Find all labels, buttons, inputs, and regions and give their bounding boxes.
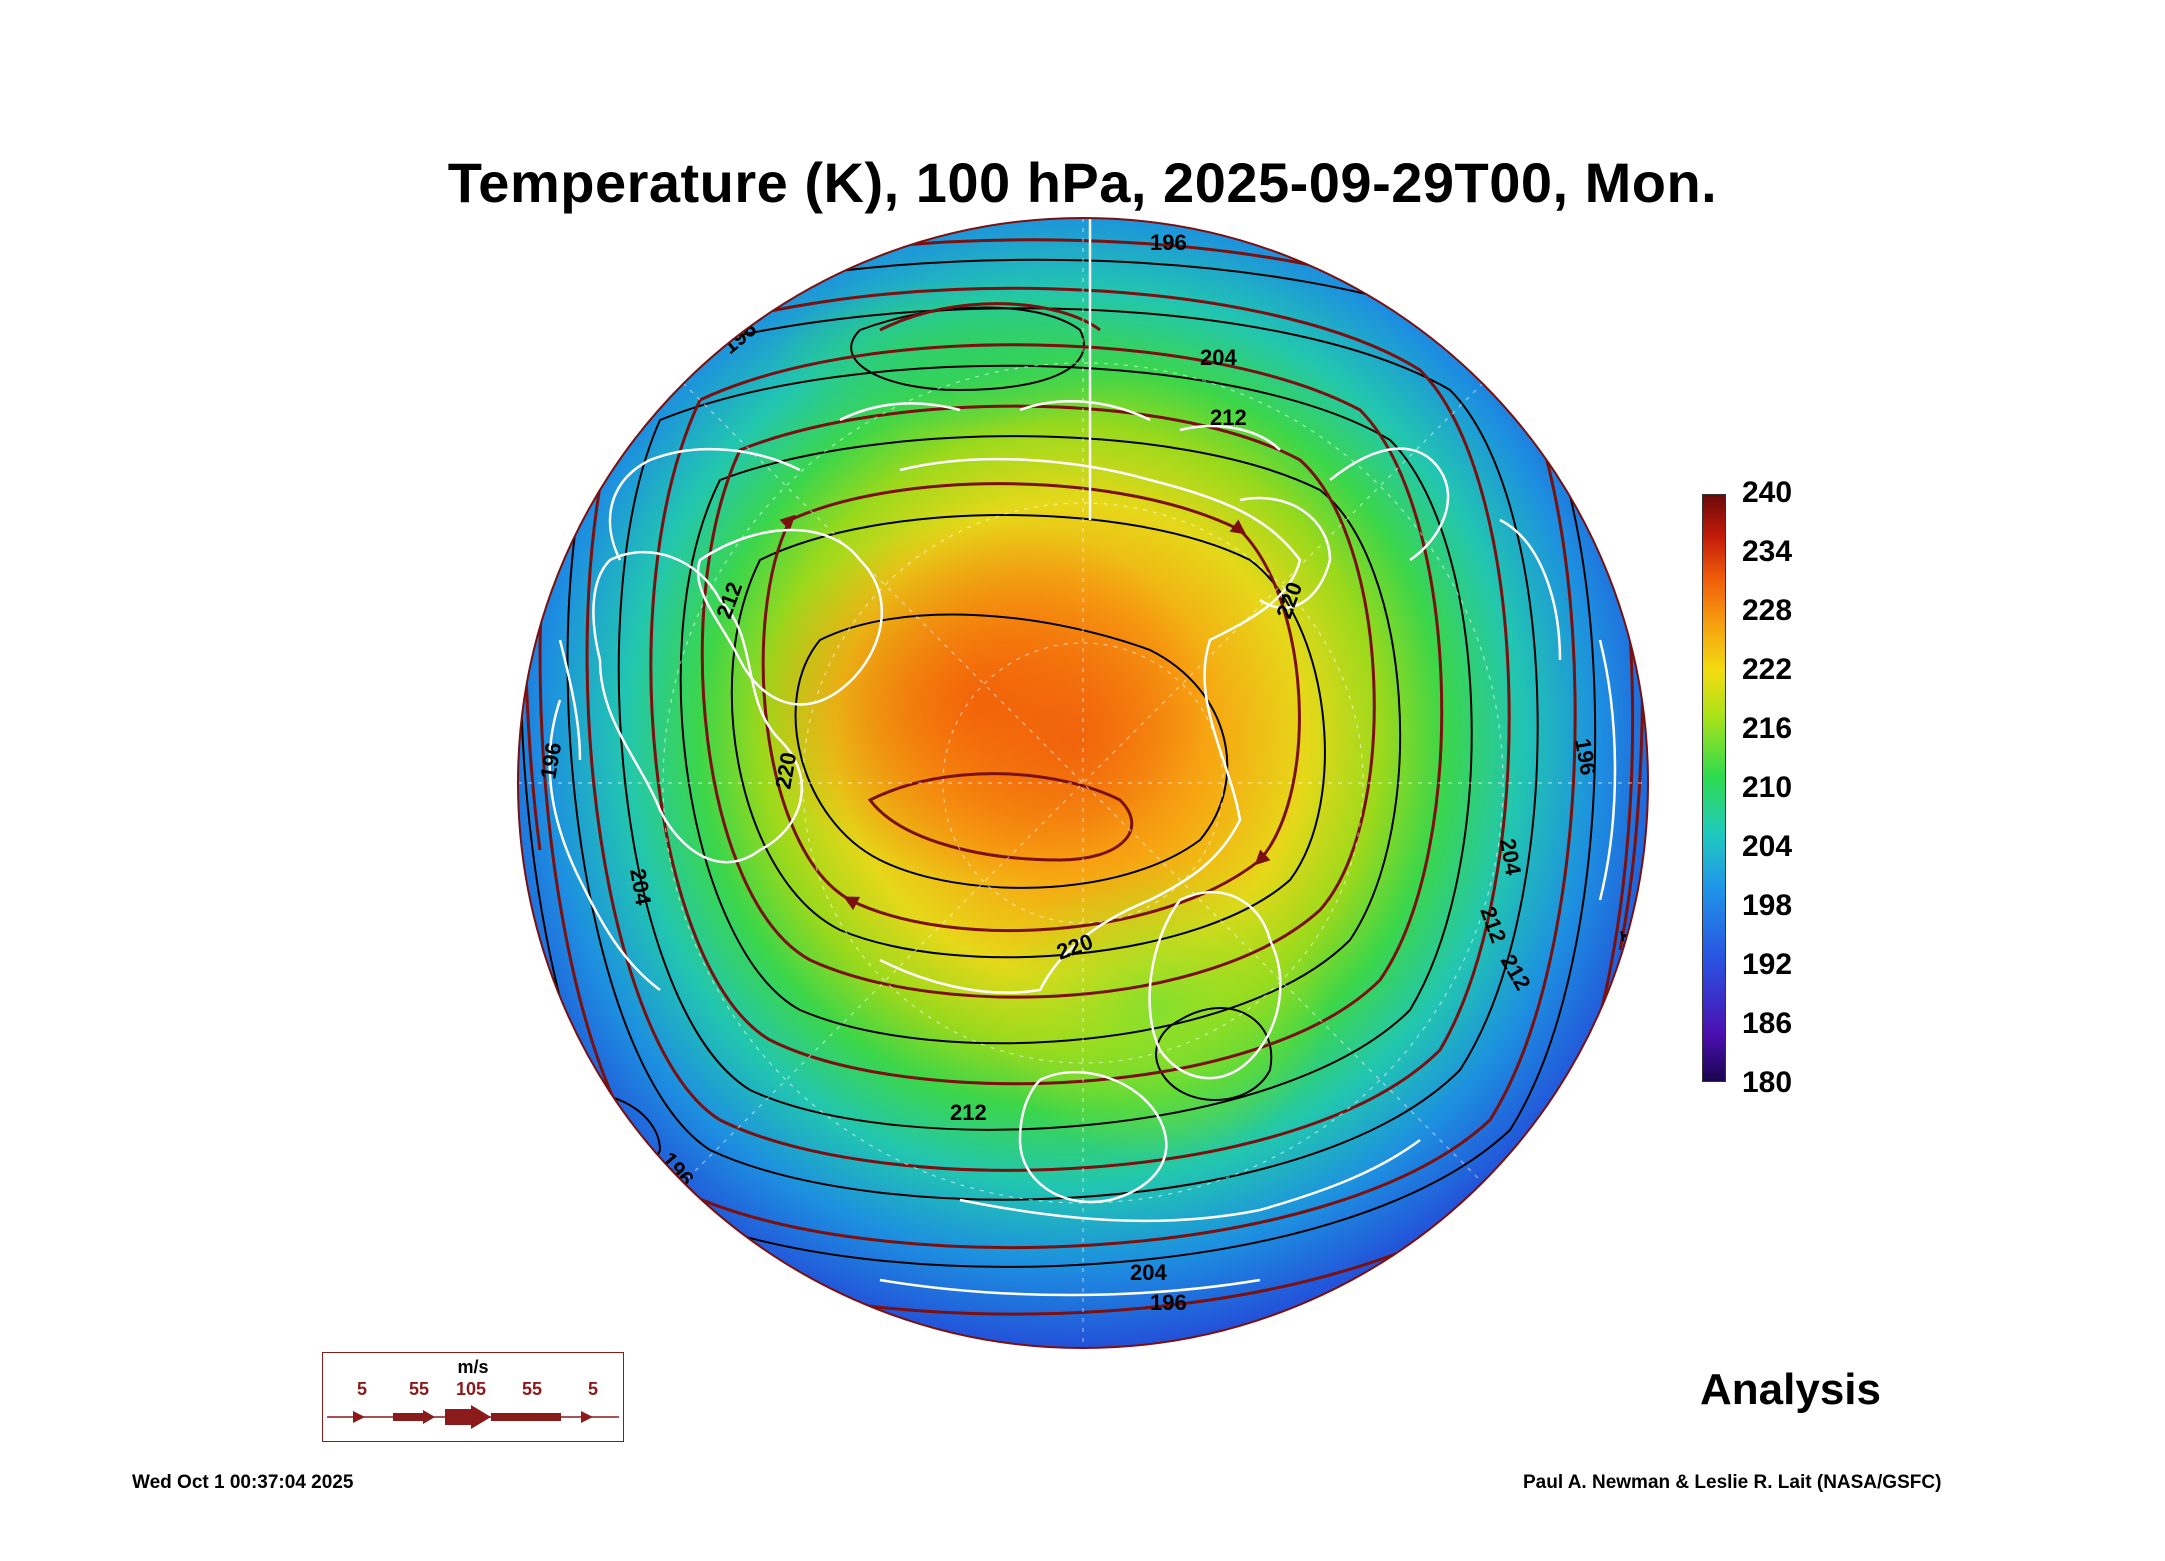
legend-value: 55 <box>522 1379 543 1399</box>
colorbar-tick: 216 <box>1742 712 1793 745</box>
contour-label: 212 <box>950 1100 987 1125</box>
colorbar-tick: 234 <box>1742 535 1793 568</box>
legend-value: 5 <box>588 1379 599 1399</box>
legend-value: 55 <box>409 1379 430 1399</box>
coastlines <box>548 400 1617 1297</box>
footer-timestamp: Wed Oct 1 00:37:04 2025 <box>132 1472 354 1493</box>
contour-label: 196 <box>1150 230 1187 255</box>
colorbar-tick: 222 <box>1742 653 1793 686</box>
graticule <box>518 218 1648 1348</box>
colorbar-tick: 210 <box>1742 771 1793 804</box>
map-border <box>517 217 1649 1349</box>
legend-value: 5 <box>357 1379 368 1399</box>
legend-value: 105 <box>456 1379 487 1399</box>
footer-credit: Paul A. Newman & Leslie R. Lait (NASA/GS… <box>1523 1472 1942 1493</box>
temperature-colorbar <box>1702 494 1726 1082</box>
colorbar-tick: 204 <box>1742 830 1793 863</box>
colorbar-tick: 198 <box>1742 889 1793 922</box>
colorbar-tick: 192 <box>1742 948 1793 981</box>
colorbar-tick: 240 <box>1742 476 1793 509</box>
contour-label: 212 <box>1210 405 1247 430</box>
analysis-label: Analysis <box>1700 1365 1881 1414</box>
colorbar-tick: 180 <box>1742 1066 1793 1099</box>
contour-label: 204 <box>1130 1260 1167 1285</box>
wind-scale-arrows <box>327 1405 619 1429</box>
colorbar-tick: 228 <box>1742 594 1793 627</box>
contour-label: 204 <box>1200 345 1237 370</box>
map-disk: 196 196 196 196 196 196 196 204 204 204 … <box>518 218 1648 1348</box>
wind-speed-legend: m/s 5 55 105 55 5 <box>322 1352 624 1442</box>
legend-units: m/s <box>457 1357 489 1377</box>
colorbar-tick: 186 <box>1742 1007 1793 1040</box>
map-title: Temperature (K), 100 hPa, 2025-09-29T00,… <box>447 151 1718 214</box>
contour-label: 196 <box>1150 1290 1187 1315</box>
